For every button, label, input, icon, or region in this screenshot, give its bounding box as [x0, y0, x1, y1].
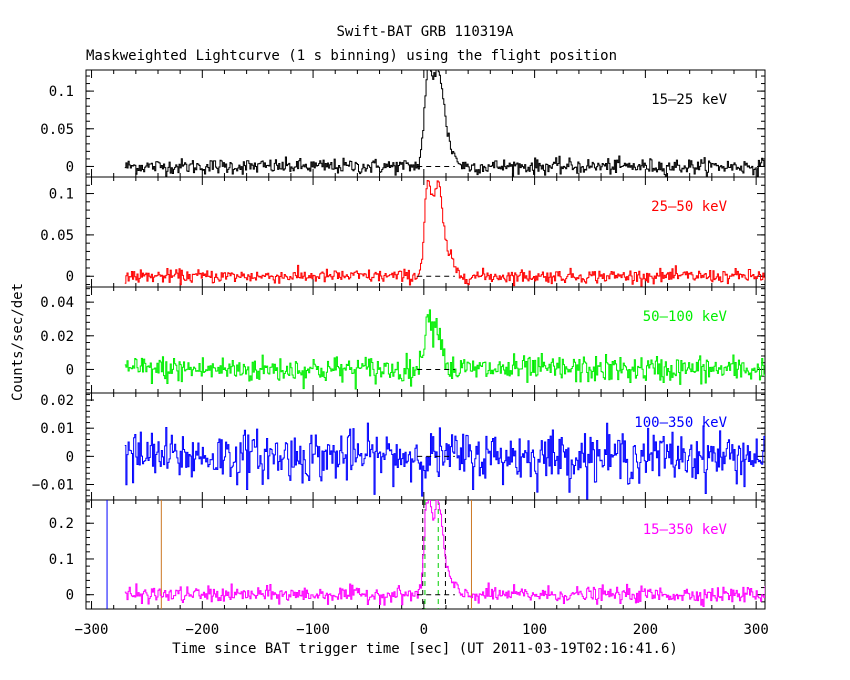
panel-frame: [85, 392, 766, 501]
y-tick-label: 0.02: [40, 393, 74, 409]
panel-0: 0 0.05 0.1 15–25 keV: [40, 69, 766, 178]
y-tick-label: 0: [66, 159, 74, 175]
y-tick-label: 0.05: [40, 228, 74, 244]
chart-title: Swift-BAT GRB 110319A: [336, 24, 514, 40]
panel-3: −0.01 0 0.01 0.02 100–350 keV: [32, 392, 766, 501]
band-label: 15–25 keV: [651, 92, 727, 108]
y-tick-label: −0.01: [32, 478, 74, 494]
y-tick-label: 0.02: [40, 329, 74, 345]
lightcurve-series: [124, 70, 765, 177]
y-tick-label: 0.05: [40, 122, 74, 138]
panel-2: 0 0.02 0.04 50–100 keV: [40, 286, 766, 394]
y-tick-label: 0: [66, 362, 74, 378]
x-tick-label: −100: [296, 622, 330, 638]
band-label: 15–350 keV: [643, 522, 728, 538]
panel-4: 0 0.1 0.2 15–350 keV: [49, 499, 766, 610]
x-axis-label: Time since BAT trigger time [sec] (UT 20…: [172, 641, 678, 657]
y-tick-label: 0.1: [49, 84, 74, 100]
y-axis-label: Counts/sec/det: [10, 283, 26, 401]
lightcurve-series: [124, 422, 765, 500]
x-tick-label: 0: [420, 622, 428, 638]
band-label: 25–50 keV: [651, 199, 727, 215]
panel-1: 0 0.05 0.1 25–50 keV: [40, 176, 766, 288]
x-tick-label: −200: [185, 622, 219, 638]
panel-frame: [85, 69, 766, 178]
y-tick-label: 0.2: [49, 516, 74, 532]
lightcurve-series: [124, 500, 765, 608]
y-tick-label: 0: [66, 269, 74, 285]
y-tick-label: 0: [66, 449, 74, 465]
panel-frame: [85, 176, 766, 288]
x-axis: −300 −200 −100 0 100 200 300: [75, 622, 769, 638]
chart-subtitle: Maskweighted Lightcurve (1 s binning) us…: [86, 48, 617, 64]
x-tick-label: 100: [522, 622, 547, 638]
y-tick-label: 0.1: [49, 552, 74, 568]
y-tick-label: 0.01: [40, 421, 74, 437]
panel-frame: [85, 499, 766, 610]
lightcurve-series: [124, 180, 765, 287]
band-label: 100–350 keV: [634, 415, 727, 431]
y-tick-label: 0: [66, 588, 74, 604]
x-tick-label: −300: [75, 622, 109, 638]
y-tick-label: 0.04: [40, 295, 74, 311]
band-label: 50–100 keV: [643, 309, 728, 325]
x-tick-label: 300: [743, 622, 768, 638]
y-tick-label: 0.1: [49, 187, 74, 203]
x-tick-label: 200: [633, 622, 658, 638]
